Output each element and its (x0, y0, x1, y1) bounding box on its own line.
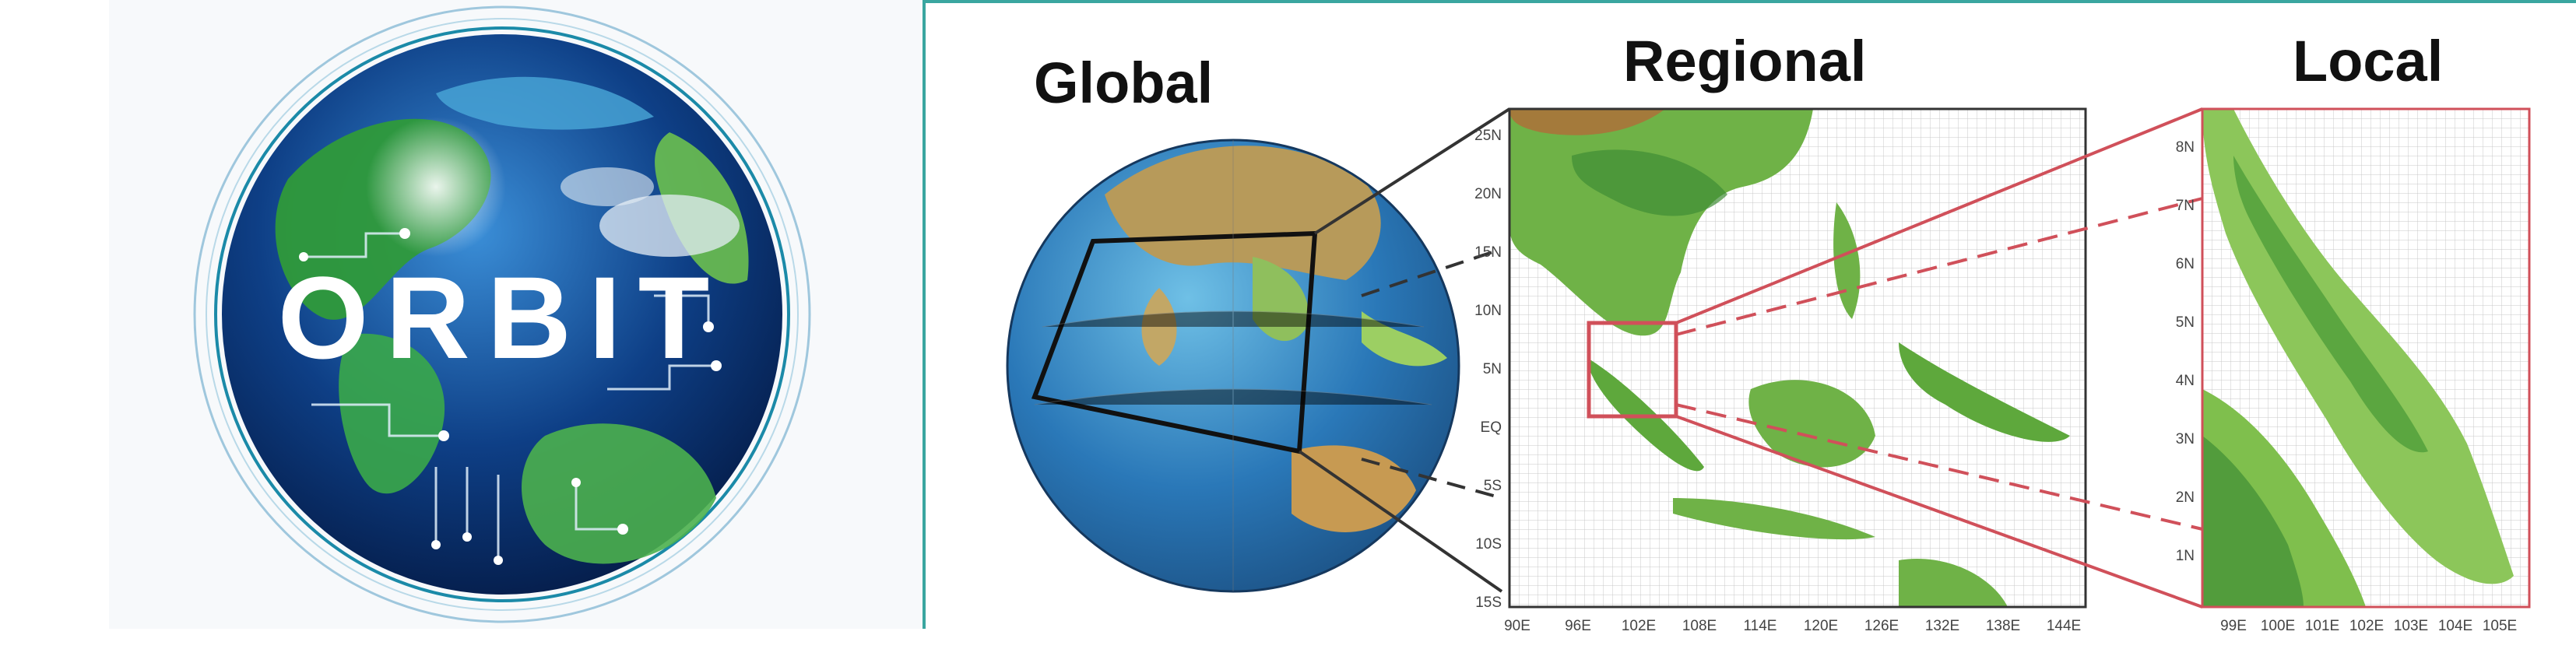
lat-label: 4N (2176, 373, 2195, 389)
lon-label: 102E (1622, 618, 1656, 634)
lat-label: 10N (1474, 303, 1502, 319)
lon-label: 114E (1744, 618, 1777, 634)
lat-label: 2N (2176, 489, 2195, 506)
lat-label: 8N (2176, 139, 2195, 156)
local-lat-labels: 8N 7N 6N 5N 4N 3N 2N 1N (2176, 139, 2195, 564)
connector-global-regional (1298, 107, 1511, 593)
panel-top-border (923, 0, 2576, 3)
lon-label: 105E (2483, 618, 2517, 634)
lat-label: 10S (1475, 536, 1502, 553)
regional-lat-labels: 25N 20N 15N 10N 5N EQ 5S 10S 15S (1474, 128, 1502, 611)
lat-label: 3N (2176, 431, 2195, 447)
downscaling-diagram: 25N 20N 15N 10N 5N EQ 5S 10S 15S 90E 96E… (1006, 107, 2531, 634)
lat-label: 15S (1475, 595, 1502, 611)
lat-label: 5N (2176, 314, 2195, 331)
lat-label: 25N (1474, 128, 1502, 144)
lat-label: 20N (1474, 186, 1502, 202)
lon-label: 144E (2047, 618, 2081, 634)
lon-label: 90E (1504, 618, 1530, 634)
lon-label: 100E (2261, 618, 2295, 634)
lat-label: EQ (1481, 419, 1502, 436)
local-lon-labels: 99E 100E 101E 102E 103E 104E 105E (2220, 618, 2517, 634)
lon-label: 102E (2349, 618, 2384, 634)
lat-label: 15N (1474, 244, 1502, 261)
heading-local: Local (2293, 29, 2444, 93)
lat-label: 5S (1484, 478, 1502, 494)
lon-label: 120E (1804, 618, 1838, 634)
regional-lon-labels: 90E 96E 102E 108E 114E 120E 126E 132E 13… (1504, 618, 2081, 634)
heading-global: Global (1034, 51, 1214, 115)
lon-label: 126E (1864, 618, 1899, 634)
logo-text: ORBIT (278, 252, 727, 383)
lon-label: 103E (2394, 618, 2428, 634)
local-zoom-box (1587, 321, 1678, 419)
connector-regional-local (1675, 107, 2203, 609)
lon-label: 104E (2438, 618, 2472, 634)
lon-label: 96E (1565, 618, 1591, 634)
lat-label: 5N (1483, 361, 1502, 377)
regional-map: 25N 20N 15N 10N 5N EQ 5S 10S 15S 90E 96E… (1474, 107, 2087, 634)
lat-label: 1N (2176, 548, 2195, 564)
lon-label: 101E (2305, 618, 2339, 634)
lon-label: 138E (1986, 618, 2020, 634)
lon-label: 108E (1682, 618, 1717, 634)
orbit-logo-panel: ORBIT (109, 0, 923, 629)
orbit-globe-logo: ORBIT (193, 5, 811, 623)
local-map: 8N 7N 6N 5N 4N 3N 2N 1N 99E 100E 101E 10… (2176, 107, 2531, 634)
lat-label: 7N (2176, 198, 2195, 214)
panel-divider (923, 0, 926, 629)
global-earth (1006, 139, 1460, 593)
lon-label: 132E (1925, 618, 1959, 634)
heading-regional: Regional (1623, 29, 1867, 93)
lon-label: 99E (2220, 618, 2247, 634)
lat-label: 6N (2176, 256, 2195, 272)
